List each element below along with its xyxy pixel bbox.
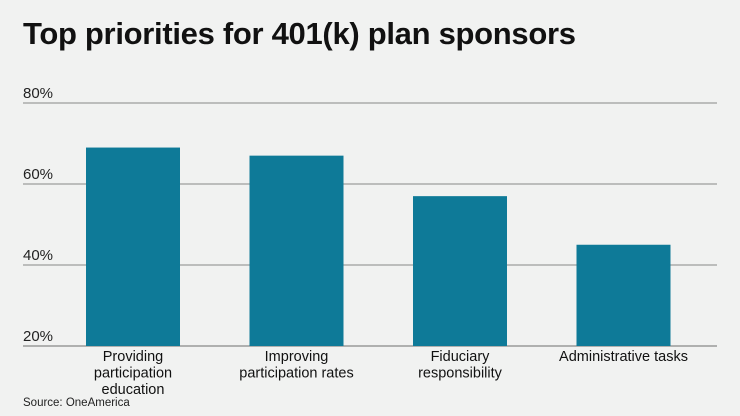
bar: [86, 147, 180, 346]
x-category-label: responsibility: [418, 366, 503, 382]
chart-title: Top priorities for 401(k) plan sponsors: [23, 16, 576, 51]
x-category-label: Providing: [103, 349, 163, 365]
bar: [576, 244, 671, 346]
x-category-label: Administrative tasks: [559, 349, 688, 365]
bar: [249, 155, 344, 346]
source-note: Source: OneAmerica: [23, 397, 130, 409]
x-category-label: education: [102, 382, 165, 398]
y-tick-label: 60%: [23, 166, 53, 183]
bar: [413, 196, 507, 346]
x-category-label: participation rates: [239, 366, 353, 382]
x-category-label: Fiduciary: [431, 349, 491, 365]
x-category-label: participation: [94, 366, 172, 382]
y-tick-label: 40%: [23, 247, 53, 264]
y-tick-label: 80%: [23, 85, 53, 102]
x-category-label: Improving: [265, 349, 329, 365]
y-tick-label: 20%: [23, 328, 53, 345]
